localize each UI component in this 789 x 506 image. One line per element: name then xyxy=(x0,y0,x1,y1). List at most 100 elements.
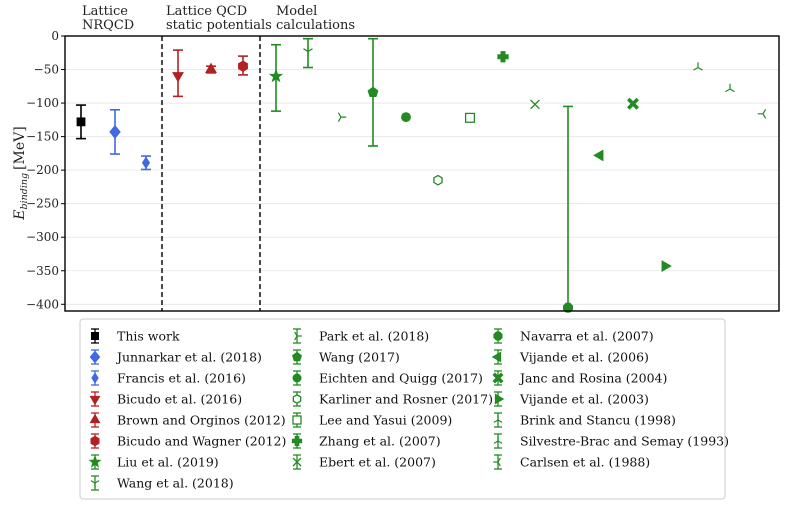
legend-item: Wang (2017) xyxy=(292,349,400,365)
legend-marker xyxy=(491,351,502,363)
data-point xyxy=(464,112,476,123)
data-marker xyxy=(238,60,248,72)
y-axis-label-unit: [MeV] xyxy=(12,126,28,170)
data-point xyxy=(757,108,767,119)
data-point xyxy=(238,55,248,76)
legend-item: Vijande et al. (2006) xyxy=(491,349,649,365)
legend-item: Francis et al. (2016) xyxy=(91,370,246,386)
legend-marker xyxy=(292,351,302,362)
legend-item: Wang et al. (2018) xyxy=(90,475,234,491)
data-marker xyxy=(725,83,735,93)
legend-item: Bicudo et al. (2016) xyxy=(89,391,242,407)
y-tick-label: −250 xyxy=(26,197,59,211)
data-points xyxy=(76,37,767,313)
legend-item: Ebert et al. (2007) xyxy=(292,454,436,470)
y-tick-label: −350 xyxy=(26,264,59,278)
data-point xyxy=(530,99,540,110)
y-tick-label: 0 xyxy=(51,29,59,43)
y-tick-label: −50 xyxy=(34,63,59,77)
data-point xyxy=(303,37,313,69)
data-marker xyxy=(757,108,767,119)
gridlines xyxy=(65,35,779,305)
legend: This work Junnarkar et al. (2018) Francis … xyxy=(79,318,729,500)
data-marker xyxy=(530,99,540,110)
legend-item: Zhang et al. (2007) xyxy=(291,433,441,449)
legend-marker xyxy=(493,415,503,423)
data-marker xyxy=(464,112,476,123)
y-tick-label: −200 xyxy=(26,163,59,177)
data-marker xyxy=(268,68,284,83)
group-label-line1: Lattice xyxy=(82,4,128,19)
legend-item: Bicudo and Wagner (2012) xyxy=(90,433,286,449)
data-point xyxy=(337,112,347,122)
legend-marker xyxy=(494,393,505,405)
data-point xyxy=(563,105,573,313)
legend-marker xyxy=(492,372,504,384)
legend-marker xyxy=(89,395,101,406)
legend-label: Junnarkar et al. (2018) xyxy=(115,350,262,365)
legend-label: Brown and Orginos (2012) xyxy=(117,413,286,428)
y-tick-label: −150 xyxy=(26,130,59,144)
group-label-line2: static potentials xyxy=(166,18,272,33)
data-marker xyxy=(693,62,703,71)
y-tick-label: −400 xyxy=(26,297,59,311)
y-tick-label: −100 xyxy=(26,96,59,110)
legend-label: This work xyxy=(117,329,180,344)
legend-marker xyxy=(90,435,100,447)
plot-frame xyxy=(64,35,780,312)
legend-label: Eichten and Quigg (2017) xyxy=(319,371,483,386)
group-dividers xyxy=(161,36,261,311)
data-marker xyxy=(627,97,639,110)
data-marker xyxy=(433,174,443,186)
data-point xyxy=(593,149,604,162)
legend-marker xyxy=(291,435,303,447)
data-marker xyxy=(205,62,217,73)
data-marker xyxy=(563,302,573,313)
legend-item: Brink and Stancu (1998) xyxy=(493,412,676,428)
legend-marker xyxy=(91,332,99,340)
y-axis: 0 −50 −100 −150 −200 −250 −300 −350 −400 xyxy=(26,29,65,311)
data-point xyxy=(76,104,86,140)
legend-label: Carlsen et al. (1988) xyxy=(520,455,650,470)
data-marker xyxy=(367,86,379,97)
legend-label: Navarra et al. (2007) xyxy=(520,329,654,344)
legend-marker xyxy=(493,457,501,467)
legend-label: Zhang et al. (2007) xyxy=(319,434,441,449)
y-axis-label-subscript: binding xyxy=(19,173,30,210)
legend-item: Brown and Orginos (2012) xyxy=(89,412,286,428)
legend-frame xyxy=(79,318,726,500)
data-point xyxy=(401,112,411,123)
legend-marker xyxy=(88,455,102,468)
legend-marker xyxy=(91,372,99,384)
legend-label: Janc and Rosina (2004) xyxy=(518,371,667,386)
y-tick-label: −300 xyxy=(26,230,59,244)
data-point xyxy=(172,49,184,98)
legend-label: Francis et al. (2016) xyxy=(117,371,246,386)
data-marker xyxy=(303,48,313,57)
legend-marker xyxy=(292,457,302,467)
legend-label: Wang (2017) xyxy=(319,350,400,365)
data-marker xyxy=(593,149,604,162)
data-point xyxy=(367,37,379,147)
group-label-line2: calculations xyxy=(276,18,355,33)
data-marker xyxy=(141,156,151,170)
data-marker xyxy=(109,124,121,139)
legend-item: Silvestre-Brac and Semay (1993) xyxy=(493,433,729,449)
legend-item: Navarra et al. (2007) xyxy=(493,328,654,344)
data-point xyxy=(627,97,639,110)
legend-label: Silvestre-Brac and Semay (1993) xyxy=(520,434,729,449)
legend-marker xyxy=(89,350,101,364)
legend-label: Vijande et al. (2006) xyxy=(519,350,649,365)
data-point xyxy=(433,174,443,186)
group-label-line1: Lattice QCD xyxy=(166,4,247,19)
legend-marker xyxy=(493,436,503,444)
legend-marker xyxy=(292,373,302,383)
data-point xyxy=(205,62,217,74)
legend-item: Carlsen et al. (1988) xyxy=(493,454,650,470)
data-marker xyxy=(497,51,509,63)
legend-label: Bicudo et al. (2016) xyxy=(117,392,242,407)
legend-label: Lee and Yasui (2009) xyxy=(319,413,452,428)
legend-item: Junnarkar et al. (2018) xyxy=(89,349,262,365)
